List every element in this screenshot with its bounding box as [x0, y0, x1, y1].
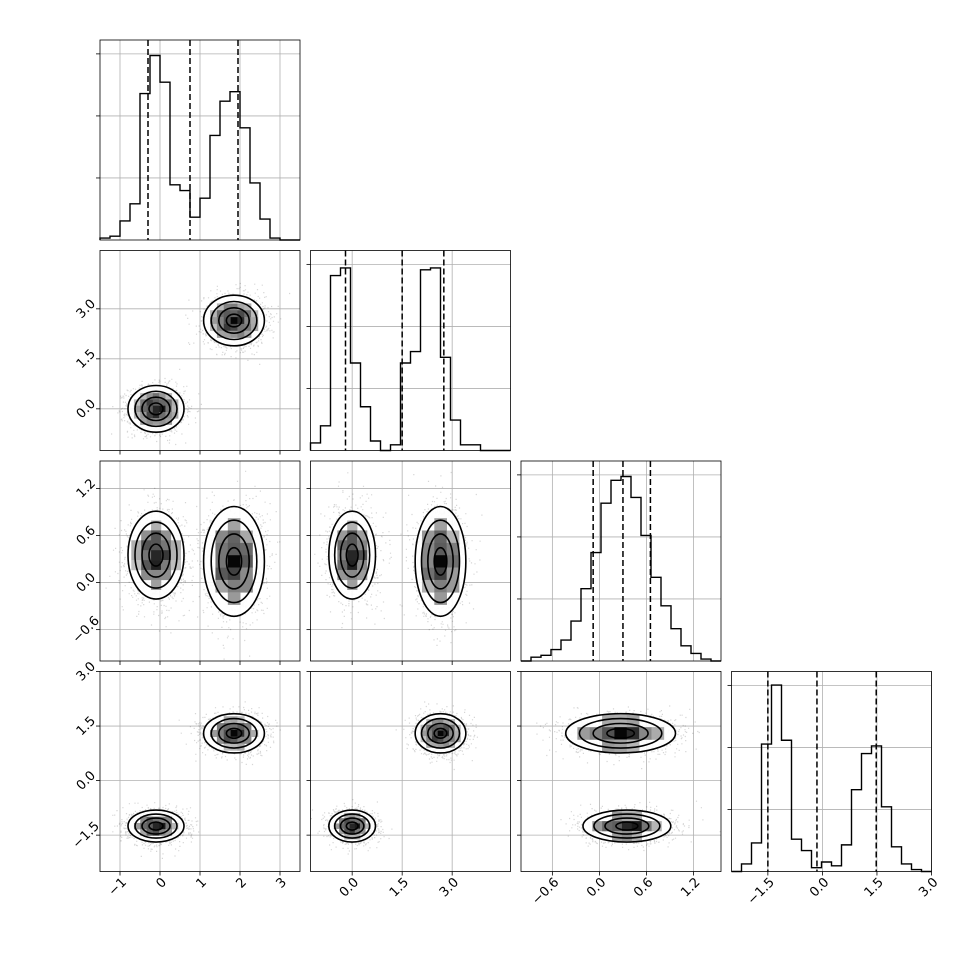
contour-3 [202, 294, 266, 347]
contour-3 [127, 384, 185, 433]
contour-2 [134, 813, 178, 839]
x-tick-label-p4: 1.5 [862, 875, 887, 900]
contour-0 [225, 313, 243, 328]
contour-1 [141, 532, 171, 578]
contour-2 [210, 519, 258, 604]
hist-panel-p1 [96, 39, 301, 241]
y-tick-label-p4: 1.5 [74, 714, 99, 739]
y-tick-label-p4: 0.0 [74, 768, 99, 793]
panel-frame [520, 671, 722, 872]
scatter-panel-p2-p4 [306, 671, 511, 876]
contour-3 [414, 712, 467, 754]
hist-step-p3 [521, 475, 721, 662]
contour-0 [433, 727, 448, 740]
contour-1 [141, 396, 171, 422]
y-tick-label-p2: 0.0 [74, 397, 99, 422]
panel-frame [310, 460, 511, 662]
contour-1 [604, 817, 650, 835]
y-tick-label-p3: 1.2 [74, 476, 99, 501]
contour-1 [141, 817, 171, 835]
y-tick-label-p2: 1.5 [74, 347, 99, 372]
contour-3 [127, 510, 185, 600]
panel-frame [310, 671, 511, 872]
hist-panel-p4 [727, 671, 932, 873]
contour-0 [606, 727, 636, 740]
contour-1 [218, 533, 251, 590]
y-tick-label-p4: 3.0 [74, 659, 99, 684]
y-tick-label-p3: 0.6 [74, 523, 99, 548]
scatter-panel-p2-p3 [306, 460, 511, 665]
x-tick-label-p1: 0 [153, 875, 169, 891]
x-tick-label-p1: 2 [233, 875, 249, 891]
contour-2 [333, 813, 371, 839]
x-tick-label-p1: 1 [193, 875, 209, 891]
contour-3 [582, 809, 672, 843]
y-tick-label-p3: 0.0 [74, 570, 99, 595]
contour-0 [433, 546, 448, 576]
contour-0 [225, 727, 243, 740]
x-tick-label-p3: −0.6 [529, 875, 562, 908]
x-tick-label-p4: −1.5 [745, 875, 778, 908]
contour-2 [333, 521, 371, 589]
x-tick-label-p2: 0.0 [337, 875, 362, 900]
hist-panel-p2 [306, 250, 511, 452]
panel-frame-p4 [731, 671, 932, 872]
contour-2 [420, 519, 461, 604]
contour-3 [328, 809, 377, 843]
contour-1 [218, 307, 251, 334]
x-tick-label-p4: 0.0 [807, 875, 832, 900]
contour-3 [414, 505, 467, 618]
contour-2 [134, 390, 178, 428]
hist-step-p4 [731, 684, 932, 873]
contour-1 [427, 722, 454, 744]
scatter-panel-p1-p3: −0.60.00.61.2 [70, 460, 301, 665]
scatter-panel-p1-p2: 0.0 1.5 3.0 [74, 250, 301, 455]
contour-1 [339, 532, 365, 578]
contour-2 [134, 521, 178, 589]
scatter-panel-p1-p4: −1.50.01.53.0 [70, 659, 301, 876]
contour-2 [210, 717, 258, 749]
x-tick-label-p3: 0.6 [631, 875, 656, 900]
hist-panel-p3 [517, 460, 722, 662]
hist-step-p1 [99, 54, 300, 241]
contour-0 [345, 821, 359, 831]
panel-frame-p2 [310, 250, 511, 451]
contour-1 [218, 722, 251, 744]
contour-1 [592, 722, 649, 744]
contour-3 [202, 712, 266, 754]
contour-0 [148, 821, 164, 831]
contour-1 [427, 533, 454, 590]
x-tick-label-p2: 3.0 [437, 875, 462, 900]
contour-2 [210, 300, 258, 341]
x-tick-label-p3: 1.2 [678, 875, 703, 900]
contour-1 [339, 817, 365, 835]
panel-frame-p1 [99, 39, 301, 241]
contour-0 [148, 402, 164, 416]
x-tick-label-p4: 3.0 [916, 875, 941, 900]
x-tick-label-p2: 1.5 [387, 875, 412, 900]
contour-3 [564, 712, 677, 754]
contour-2 [593, 813, 661, 839]
contour-2 [420, 717, 461, 749]
panel-frame-p3 [520, 460, 722, 662]
hist-step-p2 [309, 267, 511, 452]
contour-3 [328, 510, 377, 600]
x-tick-label-p3: 0.0 [584, 875, 609, 900]
contour-3 [127, 809, 185, 843]
x-tick-label-p1: −1 [106, 875, 130, 899]
contour-0 [345, 543, 359, 567]
y-tick-label-p2: 3.0 [74, 297, 99, 322]
contour-0 [148, 543, 164, 567]
contour-2 [578, 717, 663, 749]
contour-0 [615, 821, 639, 831]
contour-3 [202, 505, 266, 618]
contour-0 [225, 546, 243, 576]
scatter-panel-p3-p4 [517, 671, 722, 876]
x-tick-label-p1: 3 [273, 875, 289, 891]
